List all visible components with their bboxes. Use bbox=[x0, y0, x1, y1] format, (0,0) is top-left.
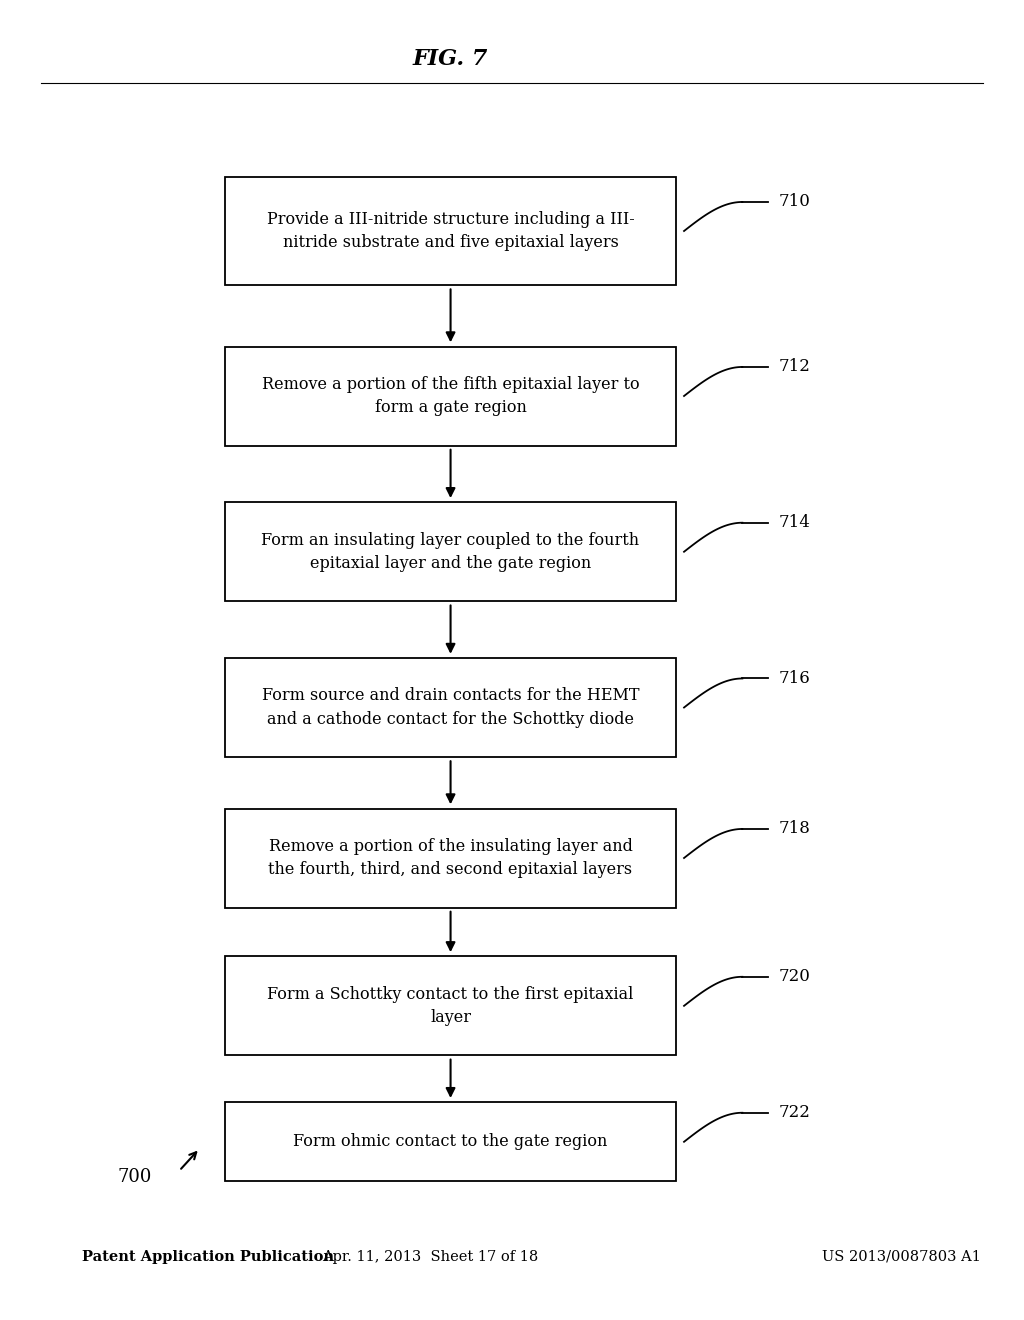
Text: 718: 718 bbox=[778, 821, 810, 837]
Bar bbox=[225, 177, 676, 285]
Text: 716: 716 bbox=[778, 671, 810, 686]
Text: 710: 710 bbox=[778, 194, 810, 210]
Text: 712: 712 bbox=[778, 359, 810, 375]
Text: 700: 700 bbox=[118, 1168, 153, 1187]
Text: FIG. 7: FIG. 7 bbox=[413, 49, 488, 70]
Text: Form source and drain contacts for the HEMT
and a cathode contact for the Schott: Form source and drain contacts for the H… bbox=[262, 688, 639, 727]
Text: Patent Application Publication: Patent Application Publication bbox=[82, 1250, 334, 1263]
Bar bbox=[225, 808, 676, 908]
Text: Apr. 11, 2013  Sheet 17 of 18: Apr. 11, 2013 Sheet 17 of 18 bbox=[322, 1250, 539, 1263]
Bar bbox=[225, 956, 676, 1056]
Text: Form an insulating layer coupled to the fourth
epitaxial layer and the gate regi: Form an insulating layer coupled to the … bbox=[261, 532, 640, 572]
Bar bbox=[225, 502, 676, 602]
Text: 714: 714 bbox=[778, 515, 810, 531]
Text: Remove a portion of the fifth epitaxial layer to
form a gate region: Remove a portion of the fifth epitaxial … bbox=[262, 376, 639, 416]
Text: Form a Schottky contact to the first epitaxial
layer: Form a Schottky contact to the first epi… bbox=[267, 986, 634, 1026]
Text: Remove a portion of the insulating layer and
the fourth, third, and second epita: Remove a portion of the insulating layer… bbox=[268, 838, 633, 878]
Text: Provide a III-nitride structure including a III-
nitride substrate and five epit: Provide a III-nitride structure includin… bbox=[266, 211, 635, 251]
Bar bbox=[225, 346, 676, 446]
Text: 720: 720 bbox=[778, 969, 810, 985]
Bar bbox=[225, 659, 676, 758]
Bar bbox=[225, 1102, 676, 1181]
Text: US 2013/0087803 A1: US 2013/0087803 A1 bbox=[821, 1250, 981, 1263]
Text: 722: 722 bbox=[778, 1105, 810, 1121]
Text: Form ohmic contact to the gate region: Form ohmic contact to the gate region bbox=[293, 1134, 608, 1150]
